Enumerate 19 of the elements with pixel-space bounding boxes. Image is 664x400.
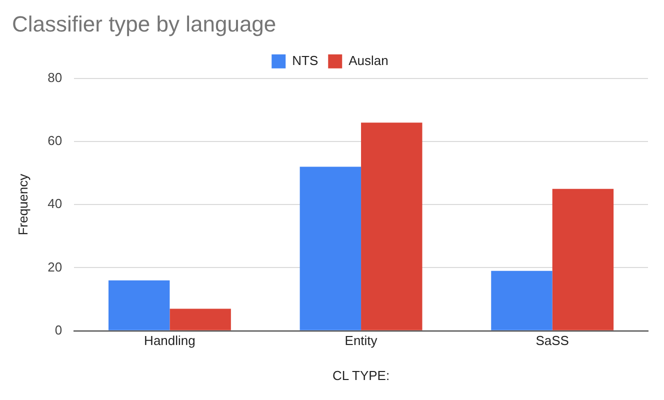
y-tick-label: 20: [48, 259, 62, 274]
y-tick-label: 80: [48, 70, 62, 85]
bar: [108, 280, 170, 330]
x-axis-title: CL TYPE:: [332, 368, 390, 383]
bar: [552, 188, 614, 330]
y-axis-title: Frequency: [15, 173, 30, 236]
bar: [300, 166, 362, 330]
x-tick-label: Entity: [344, 333, 378, 348]
chart-title: Classifier type by language: [12, 11, 276, 36]
bar: [361, 122, 422, 330]
y-tick-label: 40: [48, 196, 62, 212]
legend-label: Auslan: [348, 52, 388, 68]
legend-label: NTS: [292, 52, 318, 68]
y-tick-label: 0: [54, 322, 62, 338]
bar: [170, 308, 231, 330]
x-tick-label: SaSS: [536, 333, 570, 348]
bar: [491, 270, 552, 330]
y-tick-label: 60: [48, 133, 62, 148]
x-tick-label: Handling: [144, 333, 196, 348]
